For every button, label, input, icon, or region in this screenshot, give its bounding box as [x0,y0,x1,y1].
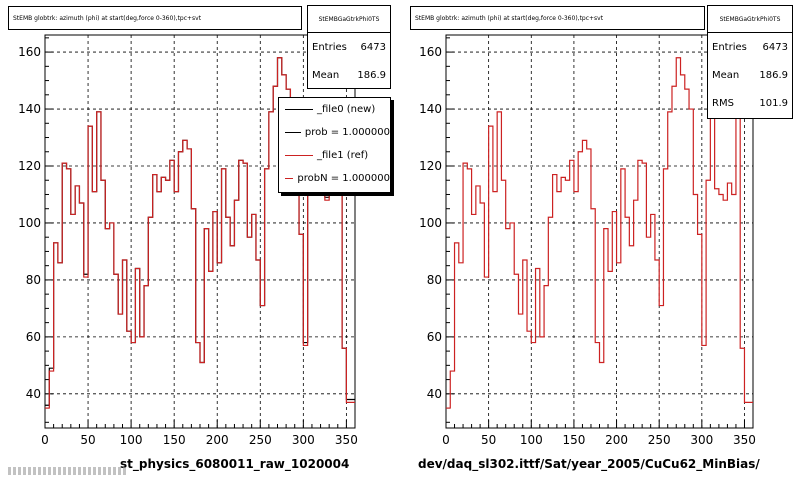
c0-ytick-label-120: 120 [18,159,41,173]
right-stats-entries-label: Entries [712,41,747,53]
c0-ytick-label-40: 40 [26,387,41,401]
left-xaxis-title: st_physics_6080011_raw_1020004 [120,457,350,471]
right-stats-rms-row: RMS 101.9 [708,89,792,117]
c0-ytick-label-80: 80 [26,273,41,287]
left-legend-box: _file0 (new) prob = 1.000000 _file1 (ref… [278,97,391,193]
left-stats-header: StEMBGaGtrkPhi0TS [308,6,390,33]
left-stats-mean-row: Mean 186.9 [308,61,390,89]
right-title-box: StEMB globtrk: azimuth (phi) at start(de… [410,6,705,30]
right-stats-rms-label: RMS [712,97,734,109]
legend-entry-probn: probN = 1.000000 [279,167,390,190]
c0-series-1-step-line [45,57,355,409]
c0-xtick-label-250: 250 [249,433,272,447]
c0-xtick-label-100: 100 [120,433,143,447]
left-title-box: StEMB globtrk: azimuth (phi) at start(de… [8,6,302,30]
legend-line-black-icon [285,109,313,110]
right-stats-entries-value: 6473 [762,41,788,53]
legend-entry-file0: _file0 (new) [279,98,390,121]
right-stats-entries-row: Entries 6473 [708,33,792,61]
right-title: StEMB globtrk: azimuth (phi) at start(de… [415,14,604,22]
c0-xtick-label-50: 50 [80,433,95,447]
legend-label-file1: _file1 (ref) [317,150,369,161]
footer-timestamp-stub [8,467,128,475]
right-stats-mean-value: 186.9 [759,69,788,81]
c0-plot-frame [44,34,356,429]
right-stats-header: StEMBGaGtrkPhi0TS [708,6,792,33]
c0-ytick-label-160: 160 [18,45,41,59]
right-stats-box: StEMBGaGtrkPhi0TS Entries 6473 Mean 186.… [707,5,793,119]
legend-label-prob: prob = 1.000000 [304,127,390,138]
c0-xtick-label-200: 200 [206,433,229,447]
right-stats-mean-row: Mean 186.9 [708,61,792,89]
legend-entry-file1: _file1 (ref) [279,144,390,167]
right-xaxis-title: dev/daq_sl302.ittf/Sat/year_2005/CuCu62_… [418,457,760,471]
left-stats-entries-label: Entries [312,41,347,53]
c0-ytick-label-60: 60 [26,330,41,344]
left-stats-box: StEMBGaGtrkPhi0TS Entries 6473 Mean 186.… [307,5,391,89]
legend-line-red-icon [285,178,294,179]
c0-ytick-label-100: 100 [18,216,41,230]
legend-label-probn: probN = 1.000000 [297,173,390,184]
c0-xtick-label-150: 150 [163,433,186,447]
c0-xtick-label-300: 300 [292,433,315,447]
left-title: StEMB globtrk: azimuth (phi) at start(de… [13,14,202,22]
left-stats-entries-row: Entries 6473 [308,33,390,61]
right-stats-rms-value: 101.9 [759,97,788,109]
c0-xtick-label-350: 350 [335,433,358,447]
legend-label-file0: _file0 (new) [317,104,376,115]
legend-entry-prob: prob = 1.000000 [279,121,390,144]
left-stats-mean-label: Mean [312,69,340,81]
c0-xtick-label-0: 0 [41,433,49,447]
right-stats-mean-label: Mean [712,69,740,81]
c0-ytick-label-140: 140 [18,102,41,116]
left-stats-mean-value: 186.9 [357,69,386,81]
legend-line-black-icon [285,132,301,133]
left-stats-entries-value: 6473 [360,41,386,53]
legend-line-red-icon [285,155,313,156]
